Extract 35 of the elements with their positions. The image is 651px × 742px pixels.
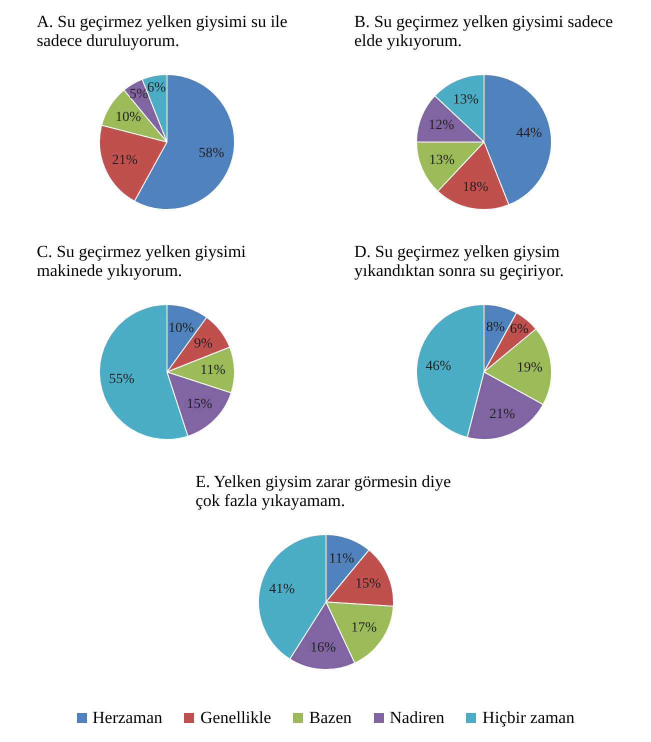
legend-label: Bazen (309, 708, 352, 728)
data-label: 11% (328, 551, 354, 566)
data-label: 9% (194, 336, 213, 352)
legend-label: Genellikle (200, 708, 272, 728)
data-label: 6% (147, 80, 166, 96)
data-label: 10% (115, 110, 142, 126)
data-label: 46% (426, 358, 452, 374)
data-label: 44% (516, 126, 542, 142)
data-label: 15% (354, 576, 381, 592)
data-label: 16% (310, 640, 336, 656)
data-label: 21% (112, 152, 138, 168)
chart-title: C. Su geçirmez yelken giysimi makinede yıkıyorum. (36, 242, 247, 282)
legend-label: Hiçbir zaman (482, 708, 574, 728)
data-label: 13% (453, 92, 480, 108)
data-label: 15% (186, 397, 212, 412)
data-label: 8% (486, 320, 506, 336)
chart-title: A. Su geçirmez yelken giysimi su ile sadece duruluyorum. (36, 12, 288, 52)
data-label: 6% (510, 322, 530, 338)
data-label: 5% (129, 87, 148, 102)
data-label: 17% (350, 620, 377, 636)
legend-label: Nadiren (390, 708, 444, 728)
data-label: 12% (428, 118, 455, 133)
chart-title: E. Yelken giysim zarar görmesin diye çok fazla yıkayamam. (196, 472, 452, 512)
legend-label: Herzaman (92, 708, 162, 728)
data-label: 10% (168, 321, 194, 336)
data-label: 11% (200, 363, 226, 378)
chart-title: B. Su geçirmez yelken giysimi sadece elde yıkıyorum. (354, 12, 614, 52)
data-label: 55% (108, 372, 135, 387)
data-label: 21% (490, 406, 516, 422)
data-label: 41% (268, 582, 295, 597)
data-label: 13% (429, 152, 456, 168)
data-label: 19% (517, 360, 544, 376)
data-label: 18% (462, 180, 489, 195)
data-label: 58% (198, 146, 224, 162)
chart-title: D. Su geçirmez yelken giysim yıkandıktan sonra su geçiriyor. (354, 242, 565, 282)
